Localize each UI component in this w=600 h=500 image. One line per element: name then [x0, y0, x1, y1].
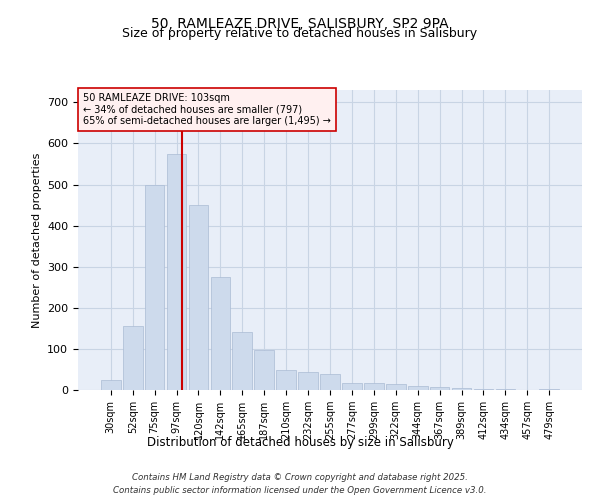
Bar	[211, 277, 230, 390]
Bar	[298, 372, 318, 390]
Bar	[539, 389, 559, 390]
Text: 50 RAMLEAZE DRIVE: 103sqm
← 34% of detached houses are smaller (797)
65% of semi: 50 RAMLEAZE DRIVE: 103sqm ← 34% of detac…	[83, 93, 331, 126]
Bar	[452, 388, 472, 390]
Bar	[167, 154, 187, 390]
Bar	[145, 184, 164, 390]
Bar	[386, 384, 406, 390]
Bar	[123, 326, 143, 390]
Bar	[188, 205, 208, 390]
Bar	[320, 374, 340, 390]
Bar	[430, 386, 449, 390]
Bar	[342, 382, 362, 390]
Text: Contains HM Land Registry data © Crown copyright and database right 2025.
Contai: Contains HM Land Registry data © Crown c…	[113, 474, 487, 495]
Text: 50, RAMLEAZE DRIVE, SALISBURY, SP2 9PA: 50, RAMLEAZE DRIVE, SALISBURY, SP2 9PA	[151, 18, 449, 32]
Bar	[232, 332, 252, 390]
Bar	[254, 350, 274, 390]
Bar	[364, 383, 384, 390]
Y-axis label: Number of detached properties: Number of detached properties	[32, 152, 41, 328]
Text: Distribution of detached houses by size in Salisbury: Distribution of detached houses by size …	[146, 436, 454, 449]
Bar	[496, 389, 515, 390]
Bar	[408, 386, 428, 390]
Bar	[101, 380, 121, 390]
Text: Size of property relative to detached houses in Salisbury: Size of property relative to detached ho…	[122, 28, 478, 40]
Bar	[276, 370, 296, 390]
Bar	[473, 389, 493, 390]
